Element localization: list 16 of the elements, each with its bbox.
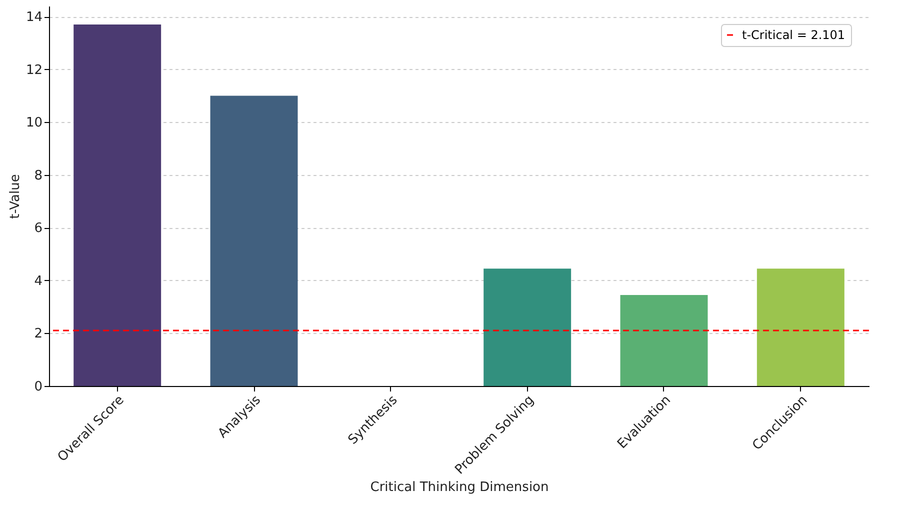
y-tick-label: 14 — [26, 10, 42, 26]
y-tick-label: 4 — [34, 274, 42, 289]
y-tick-label: 12 — [26, 62, 42, 78]
bar — [74, 24, 162, 386]
bar — [620, 294, 708, 386]
y-tick-label: 6 — [34, 221, 42, 236]
bar — [484, 268, 572, 386]
y-tick-label: 2 — [34, 326, 42, 342]
legend-label: t-Critical = 2.101 — [742, 28, 846, 42]
x-axis-title: Critical Thinking Dimension — [370, 480, 549, 495]
bar — [756, 268, 844, 386]
bar — [210, 96, 298, 386]
y-tick-label: 8 — [34, 168, 42, 184]
y-tick-label: 10 — [26, 116, 42, 131]
y-tick-label: 0 — [34, 380, 42, 394]
y-axis-title: t-Value — [8, 174, 23, 219]
